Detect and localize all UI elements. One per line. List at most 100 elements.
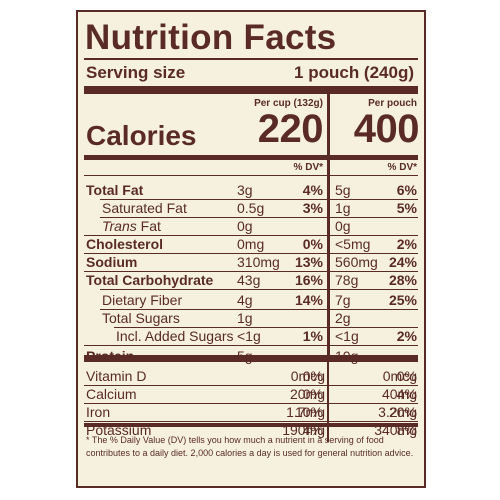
nutrient-p2: 28%	[388, 272, 417, 288]
nutrient-name: Incl. Added Sugars	[116, 328, 234, 344]
nutrient-divider	[84, 271, 418, 272]
vitamin-divider	[84, 385, 418, 386]
nutrient-divider	[100, 199, 418, 200]
nutrient-name: Total Fat	[86, 182, 144, 198]
col2-header: Per pouch	[368, 98, 417, 109]
nutrient-v2: 560mg	[335, 254, 378, 270]
nutrient-v1: 0.5g	[237, 200, 265, 216]
thick-divider-top	[84, 86, 418, 94]
nutrient-name: Sodium	[86, 254, 138, 270]
vitamin-v2: 0mcg	[382, 368, 417, 384]
nutrient-row: Saturated Fat 0.5g 3% 1g 5%	[78, 200, 424, 216]
nutrient-row: Cholesterol 0mg 0% <5mg 2%	[78, 236, 424, 252]
nutrient-divider	[84, 253, 418, 254]
nutrient-v2: 1g	[335, 200, 351, 216]
nutrient-row: Dietary Fiber 4g 14% 7g 25%	[78, 292, 424, 308]
nutrient-name: Total Carbohydrate	[86, 272, 214, 288]
nutrient-v1: 0g	[237, 218, 253, 234]
nutrient-p2: 5%	[396, 200, 417, 216]
column-separator	[327, 94, 330, 356]
nutrient-p2: 6%	[396, 182, 417, 198]
vitamin-row: Vitamin D 0mcg 0% 0mcg 0%	[78, 368, 424, 384]
nutrient-v1: 4g	[237, 292, 253, 308]
nutrient-v2: <5mg	[335, 236, 371, 252]
serving-size-value: 1 pouch (240g)	[294, 63, 414, 82]
calories-col1: 220	[257, 107, 324, 151]
nutrient-v1: 1g	[237, 310, 253, 326]
nutrient-v1: 3g	[237, 182, 253, 198]
col1-header: Per cup (132g)	[254, 98, 323, 109]
thick-divider-footnote	[84, 423, 418, 427]
footnote: * The % Daily Value (DV) tells you how m…	[86, 435, 414, 458]
vitamin-name: Iron	[86, 404, 111, 420]
vitamin-p1: 10%	[294, 404, 323, 420]
nutrient-name: Trans Fat	[102, 218, 161, 234]
nutrient-p2: 2%	[396, 328, 417, 344]
vitamin-p2: 0%	[396, 368, 417, 384]
nutrient-divider	[100, 217, 418, 218]
nutrient-p2: 24%	[388, 254, 417, 270]
thick-divider-calories	[84, 155, 418, 160]
nutrient-name: Saturated Fat	[102, 200, 187, 216]
serving-size-label: Serving size	[86, 63, 186, 82]
nutrient-p1: 13%	[294, 254, 323, 270]
nutrient-row: Total Sugars 1g 2g	[78, 310, 424, 326]
nutrient-row: Incl. Added Sugars <1g 1% <1g 2%	[78, 328, 424, 344]
nutrient-name: Dietary Fiber	[102, 292, 183, 308]
nutrient-v1: 43g	[237, 272, 261, 288]
nutrient-v1: <1g	[237, 328, 261, 344]
nutrient-row: Total Carbohydrate 43g 16% 78g 28%	[78, 272, 424, 288]
nutrient-v2: <1g	[335, 328, 359, 344]
label-title: Nutrition Facts	[85, 18, 337, 57]
nutrient-row: Total Fat 3g 4% 5g 6%	[78, 182, 424, 198]
vitamin-name: Calcium	[86, 386, 137, 402]
nutrient-v1: 310mg	[237, 254, 280, 270]
nutrient-name: Cholesterol	[86, 236, 164, 252]
nutrient-name: Total Sugars	[102, 310, 180, 326]
nutrient-v2: 2g	[335, 310, 351, 326]
nutrient-v2: 0g	[335, 218, 351, 234]
nutrient-divider	[84, 235, 418, 236]
calories-col2: 400	[353, 107, 420, 151]
column-separator-vitamins	[327, 362, 329, 442]
nutrient-v2: 5g	[335, 182, 351, 198]
nutrient-row: Trans Fat 0g 0g	[78, 218, 424, 234]
dv-header-col2: % DV*	[387, 162, 417, 173]
vitamin-divider	[84, 421, 418, 422]
nutrient-v2: 7g	[335, 292, 351, 308]
nutrient-p1: 16%	[294, 272, 323, 288]
vitamin-v2: 3.2mg	[378, 404, 417, 420]
nutrient-divider	[114, 327, 418, 328]
nutrient-p1: 4%	[302, 182, 323, 198]
vitamin-row: Iron 1.7mg 10% 3.2mg 20%	[78, 404, 424, 420]
vitamin-v2: 40mg	[381, 386, 417, 402]
nutrient-p1: 14%	[294, 292, 323, 308]
nutrient-p2: 2%	[396, 236, 417, 252]
nutrition-facts-label: Nutrition Facts Serving size 1 pouch (24…	[76, 10, 426, 488]
vitamin-v1: 0mcg	[290, 368, 325, 384]
nutrient-p1: 1%	[302, 328, 323, 344]
vitamin-p1: 0%	[302, 368, 323, 384]
vitamin-row: Calcium 20mg 0% 40mg 4%	[78, 386, 424, 402]
vitamin-name: Vitamin D	[86, 368, 147, 384]
nutrient-divider	[100, 289, 418, 290]
nutrient-row: Sodium 310mg 13% 560mg 24%	[78, 254, 424, 270]
nutrient-v2: 78g	[335, 272, 359, 288]
calories-label: Calories	[86, 120, 197, 151]
nutrient-divider	[100, 309, 418, 310]
nutrient-divider	[84, 345, 418, 346]
nutrient-p1: 3%	[302, 200, 323, 216]
vitamin-divider	[84, 403, 418, 404]
thick-divider-vitamins	[84, 355, 418, 362]
vitamin-v1: 20mg	[289, 386, 325, 402]
title-divider	[84, 58, 418, 60]
nutrient-p2: 25%	[388, 292, 417, 308]
vitamin-p1: 0%	[302, 386, 323, 402]
vitamin-p2: 4%	[396, 386, 417, 402]
dv-header-col1: % DV*	[293, 162, 323, 173]
nutrient-v1: 0mg	[237, 236, 265, 252]
vitamin-p2: 20%	[388, 404, 417, 420]
dv-header-divider	[84, 175, 418, 176]
vitamin-v1: 1.7mg	[286, 404, 325, 420]
nutrient-p1: 0%	[302, 236, 323, 252]
